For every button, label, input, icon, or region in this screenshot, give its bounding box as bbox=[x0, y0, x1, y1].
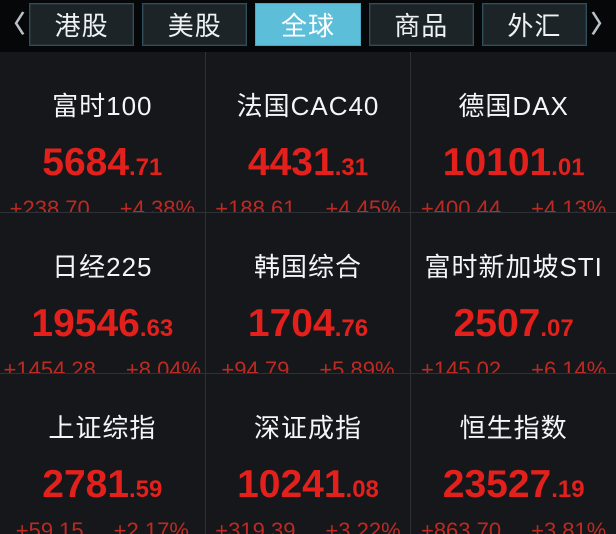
index-name: 富时新加坡STI bbox=[424, 252, 603, 282]
change-percent: +6.14% bbox=[531, 357, 607, 373]
change-value: +400.44 bbox=[420, 196, 502, 212]
change-percent: +4.13% bbox=[531, 196, 607, 212]
change-percent: +2.17% bbox=[113, 518, 189, 534]
change-value: +145.02 bbox=[420, 357, 502, 373]
index-change: +863.70 +3.81% bbox=[421, 518, 606, 534]
scroll-left-chevron-icon[interactable]: 〈 bbox=[1, 10, 25, 38]
index-name: 日经225 bbox=[52, 252, 153, 282]
index-name: 富时100 bbox=[52, 91, 153, 121]
index-change: +400.44 +4.13% bbox=[421, 196, 606, 212]
change-value: +188.61 bbox=[215, 196, 296, 212]
change-percent: +3.81% bbox=[531, 518, 607, 534]
change-percent: +5.89% bbox=[319, 357, 395, 373]
scroll-right-chevron-icon[interactable]: 〉 bbox=[591, 10, 616, 38]
tab-hk-stocks[interactable]: 港股 bbox=[29, 3, 135, 46]
index-price: 23527.19 bbox=[442, 463, 585, 506]
index-price: 19546.63 bbox=[31, 302, 174, 345]
index-change: +145.02 +6.14% bbox=[421, 357, 606, 373]
index-card-nikkei225[interactable]: 日经225 19546.63 +1454.28 +8.04% bbox=[0, 213, 205, 373]
index-price: 4431.31 bbox=[247, 141, 369, 184]
index-name: 上证综指 bbox=[48, 413, 157, 443]
index-card-kospi[interactable]: 韩国综合 1704.76 +94.79 +5.89% bbox=[205, 213, 411, 373]
index-card-szse-component[interactable]: 深证成指 10241.08 +319.39 +3.22% bbox=[205, 374, 411, 534]
change-value: +1454.28 bbox=[3, 357, 96, 373]
change-value: +863.70 bbox=[420, 518, 502, 534]
change-percent: +3.22% bbox=[325, 518, 401, 534]
index-change: +319.39 +3.22% bbox=[215, 518, 400, 534]
index-change: +1454.28 +8.04% bbox=[4, 357, 202, 373]
index-price: 10101.01 bbox=[442, 141, 585, 184]
index-name: 深证成指 bbox=[253, 413, 362, 443]
index-change: +59.15 +2.17% bbox=[16, 518, 189, 534]
change-percent: +4.38% bbox=[119, 196, 196, 212]
market-tab-bar: 〈 港股 美股 全球 商品 外汇 〉 bbox=[0, 0, 616, 52]
change-value: +238.70 bbox=[9, 196, 90, 212]
change-value: +94.79 bbox=[221, 357, 290, 373]
tab-us-stocks[interactable]: 美股 bbox=[142, 3, 248, 46]
index-card-hang-seng[interactable]: 恒生指数 23527.19 +863.70 +3.81% bbox=[411, 374, 616, 534]
index-price: 10241.08 bbox=[237, 463, 379, 506]
index-card-sse-composite[interactable]: 上证综指 2781.59 +59.15 +2.17% bbox=[0, 374, 205, 534]
index-change: +94.79 +5.89% bbox=[221, 357, 394, 373]
index-card-dax[interactable]: 德国DAX 10101.01 +400.44 +4.13% bbox=[411, 52, 616, 212]
index-name: 恒生指数 bbox=[459, 413, 568, 443]
index-name: 德国DAX bbox=[458, 91, 569, 121]
index-change: +188.61 +4.45% bbox=[215, 196, 400, 212]
change-percent: +8.04% bbox=[125, 357, 202, 373]
index-card-ftse100[interactable]: 富时100 5684.71 +238.70 +4.38% bbox=[0, 52, 205, 212]
tab-commodities[interactable]: 商品 bbox=[368, 3, 474, 46]
index-price: 5684.71 bbox=[42, 141, 163, 184]
tab-global[interactable]: 全球 bbox=[255, 3, 361, 46]
index-change: +238.70 +4.38% bbox=[10, 196, 195, 212]
tab-forex[interactable]: 外汇 bbox=[481, 3, 588, 46]
change-value: +59.15 bbox=[15, 518, 84, 534]
index-quote-grid: 富时100 5684.71 +238.70 +4.38% 法国CAC40 443… bbox=[0, 52, 616, 534]
index-name: 韩国综合 bbox=[253, 252, 362, 282]
index-price: 1704.76 bbox=[247, 302, 369, 345]
index-name: 法国CAC40 bbox=[236, 91, 380, 121]
index-card-cac40[interactable]: 法国CAC40 4431.31 +188.61 +4.45% bbox=[205, 52, 411, 212]
index-card-sti[interactable]: 富时新加坡STI 2507.07 +145.02 +6.14% bbox=[411, 213, 616, 373]
index-price: 2781.59 bbox=[42, 463, 163, 506]
change-percent: +4.45% bbox=[325, 196, 401, 212]
index-price: 2507.07 bbox=[453, 302, 574, 345]
change-value: +319.39 bbox=[215, 518, 296, 534]
